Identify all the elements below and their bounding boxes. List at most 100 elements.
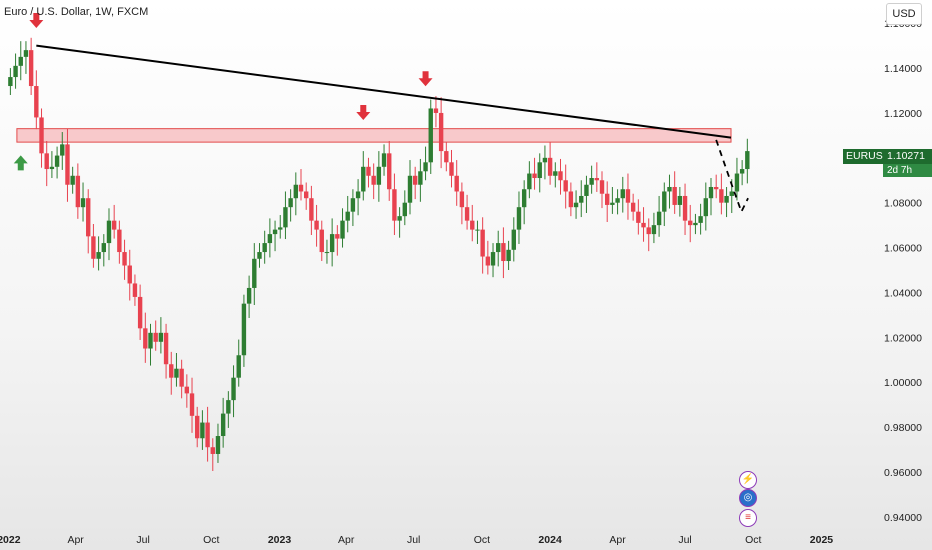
candle-body: [246, 287, 252, 304]
candle-body: [667, 186, 672, 192]
candle-body: [13, 65, 18, 78]
candle-body: [189, 393, 195, 416]
candle-body: [729, 191, 734, 196]
lightning-icon[interactable]: ⚡: [739, 471, 757, 489]
candle-body: [573, 202, 579, 208]
candle-body: [158, 332, 164, 342]
candle-body: [163, 332, 169, 365]
candle-body: [636, 211, 641, 223]
candle-body: [179, 368, 184, 387]
candle-body: [506, 249, 511, 262]
chart-title: Euro / U.S. Dollar, 1W, FXCM: [4, 6, 148, 18]
y-tick-label: 1.00000: [884, 377, 922, 389]
candle-body: [70, 175, 75, 185]
resistance-zone-layer: [16, 128, 732, 143]
currency-button[interactable]: USD: [886, 3, 922, 25]
candle-body: [485, 256, 491, 266]
candle-body: [739, 169, 745, 174]
candle-body: [127, 265, 132, 284]
candle-body: [537, 162, 542, 179]
candle-body: [350, 198, 356, 212]
candle-body: [734, 173, 740, 192]
candle-body: [267, 234, 273, 244]
candle-body: [278, 227, 283, 230]
candle-body: [18, 56, 23, 66]
candle-body: [568, 191, 574, 208]
candle-body: [698, 216, 703, 223]
candle-body: [745, 151, 750, 170]
candle-body: [376, 166, 382, 185]
candle-body: [719, 189, 724, 203]
globe-icon[interactable]: ◎: [739, 489, 757, 507]
annotations: [13, 12, 749, 214]
bar-countdown-label: 2d 7h: [883, 164, 932, 177]
candle-body: [454, 175, 459, 192]
candle-body: [527, 173, 532, 190]
candle-body: [418, 171, 423, 185]
candle-body: [132, 283, 138, 297]
candle-body: [693, 222, 698, 226]
x-tick-label: 2022: [0, 534, 21, 546]
candle-body: [646, 227, 651, 235]
x-tick-label: Jul: [407, 534, 420, 546]
candle-body: [298, 184, 304, 192]
candle-body: [345, 211, 350, 221]
candle-body: [444, 151, 449, 163]
candle-body: [231, 377, 236, 401]
arrow-down-icon: [29, 12, 44, 28]
candle-body: [65, 144, 70, 185]
candle-body: [381, 153, 387, 167]
us-flag-icon[interactable]: ≡: [739, 509, 757, 527]
candle-body: [708, 186, 714, 199]
arrow-down-icon: [356, 104, 371, 120]
candle-body: [91, 236, 96, 259]
candle-body: [392, 189, 397, 221]
y-tick-label: 1.14000: [884, 63, 922, 75]
x-tick-label: Apr: [609, 534, 626, 546]
candle-body: [335, 234, 340, 239]
candle-body: [412, 175, 418, 185]
candle-body: [319, 229, 324, 253]
candle-body: [521, 189, 527, 208]
candle-body: [226, 400, 231, 414]
candle-body: [257, 252, 262, 259]
trendline: [36, 44, 732, 139]
candle-body: [625, 189, 631, 203]
candle-body: [314, 220, 319, 230]
x-tick-label: Jul: [678, 534, 691, 546]
candle-body: [39, 117, 44, 154]
candle-body: [106, 220, 112, 244]
candle-body: [309, 198, 314, 221]
symbol-label: EURUSD: [843, 149, 894, 164]
candle-body: [8, 77, 13, 87]
x-tick-label: Jul: [136, 534, 149, 546]
candle-body: [438, 112, 444, 152]
candle-body: [579, 195, 584, 203]
candle-body: [688, 220, 693, 226]
candle-body: [547, 157, 553, 176]
candle-body: [195, 415, 200, 439]
candle-body: [355, 191, 361, 199]
candle-body: [490, 252, 496, 266]
candle-body: [407, 175, 413, 203]
candle-body: [34, 86, 39, 118]
candle-body: [682, 195, 688, 221]
candle-body: [371, 175, 376, 185]
candle-body: [553, 171, 558, 176]
y-tick-label: 0.94000: [884, 512, 922, 524]
candle-body: [340, 220, 345, 239]
candle-body: [80, 198, 86, 208]
candle-body: [137, 296, 143, 329]
candle-body: [620, 189, 625, 199]
candle-body: [283, 207, 288, 228]
y-tick-label: 1.08000: [884, 198, 922, 210]
candle-body: [329, 234, 335, 253]
candles: [8, 37, 750, 472]
x-tick-label: Oct: [203, 534, 219, 546]
candle-body: [584, 184, 589, 196]
candle-body: [169, 364, 174, 378]
x-tick-label: Apr: [338, 534, 355, 546]
candle-body: [651, 225, 657, 235]
